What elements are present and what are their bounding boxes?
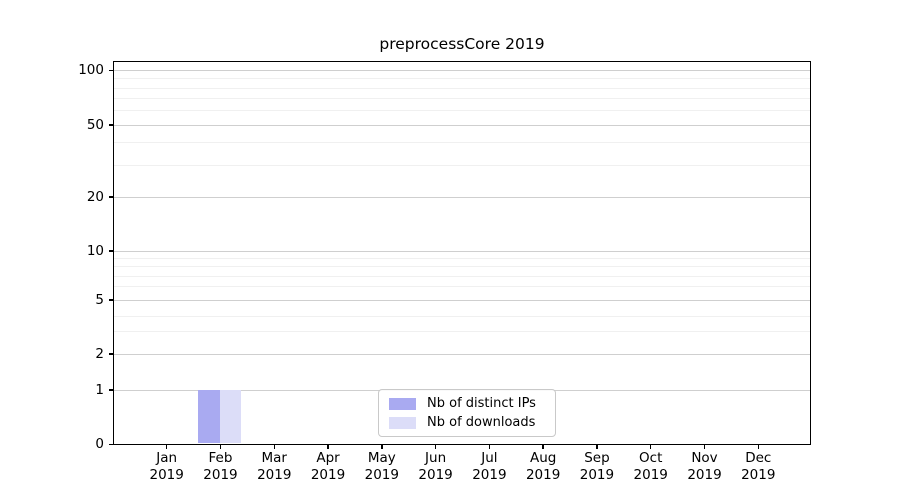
gridline-major [114,250,810,252]
y-tick-label: 0 [95,436,104,452]
x-tick-label: Nov 2019 [687,450,722,483]
x-tick-mark [381,444,383,449]
y-tick-mark [108,353,113,355]
legend-label-distinct-ips: Nb of distinct IPs [427,396,536,411]
x-tick-mark [327,444,329,449]
y-tick-mark [108,299,113,301]
gridline-minor [114,78,810,80]
gridline-minor [114,164,810,166]
x-tick-mark [542,444,544,449]
y-tick-mark [108,389,113,391]
gridline-minor [114,275,810,277]
x-tick-label: Mar 2019 [257,450,292,483]
gridline-major [114,299,810,301]
x-tick-label: Sep 2019 [579,450,615,483]
x-tick-mark [219,444,222,449]
x-tick-mark [757,444,760,449]
y-tick-mark [108,443,113,446]
gridline-minor [114,286,810,287]
x-tick-mark [273,444,275,449]
y-tick-mark [108,124,113,126]
x-tick-mark [596,444,598,449]
gridline-minor [114,110,810,112]
legend-item-downloads: Nb of downloads [389,415,546,430]
gridline-minor [114,257,810,259]
x-tick-mark [703,444,706,449]
y-tick-label: 10 [86,242,104,259]
gridline-major [114,70,810,71]
gridline-minor [114,266,810,267]
x-tick-label: May 2019 [364,450,399,483]
gridline-minor [114,316,810,317]
gridline-major [114,124,810,126]
y-tick-label: 2 [95,345,104,362]
x-tick-mark [488,444,491,449]
gridline-major [114,196,810,198]
x-tick-label: Apr 2019 [310,450,346,483]
x-tick-label: Oct 2019 [633,450,668,483]
y-tick-label: 5 [95,291,104,308]
x-tick-label: Dec 2019 [741,450,776,483]
x-tick-label: Feb 2019 [203,450,238,483]
x-tick-mark [165,444,168,449]
legend: Nb of distinct IPs Nb of downloads [378,389,556,437]
gridline-minor [114,98,810,99]
x-tick-label: Jan 2019 [149,450,184,483]
legend-item-distinct-ips: Nb of distinct IPs [389,396,546,411]
chart-title: preprocessCore 2019 [379,35,545,53]
y-tick-label: 100 [78,62,104,78]
legend-swatch-distinct-ips [389,397,416,410]
gridline-minor [114,87,810,89]
gridline-minor [114,142,810,143]
y-tick-label: 50 [86,116,104,133]
y-tick-mark [108,196,113,198]
legend-label-downloads: Nb of downloads [427,415,536,430]
y-tick-label: 1 [95,381,104,398]
legend-swatch-downloads [389,416,416,429]
gridline-major [114,353,810,355]
x-tick-label: Jun 2019 [418,450,453,483]
y-tick-label: 20 [86,188,104,205]
y-tick-mark [108,250,113,252]
x-tick-mark [434,444,437,449]
plot-area [113,61,811,445]
bar-downloads [219,389,242,443]
gridline-minor [114,331,810,332]
y-tick-mark [108,69,113,72]
bar-distinct-ips [198,389,220,443]
x-tick-label: Jul 2019 [472,450,507,483]
x-tick-mark [649,444,652,449]
x-tick-label: Aug 2019 [525,450,561,483]
